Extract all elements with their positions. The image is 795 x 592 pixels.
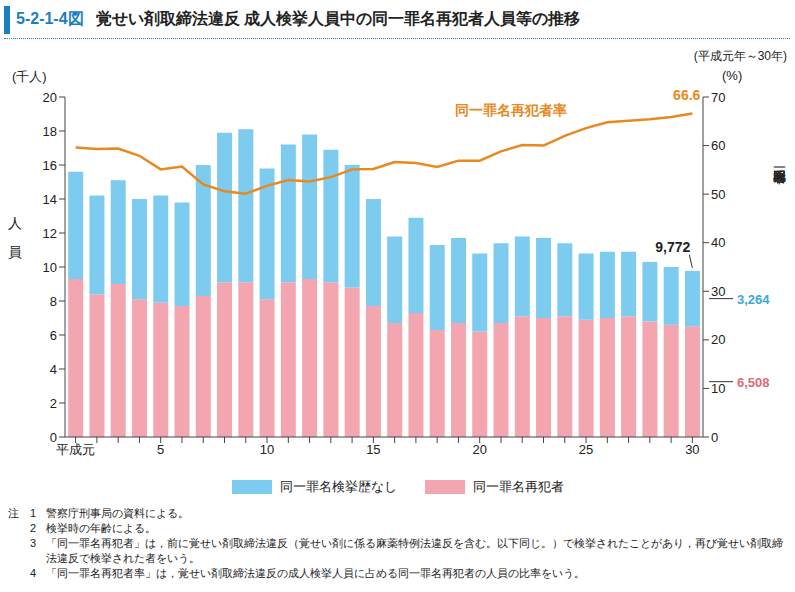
svg-text:20: 20 <box>472 442 486 457</box>
svg-text:6,508: 6,508 <box>737 375 770 390</box>
svg-text:18: 18 <box>43 124 57 139</box>
svg-text:6: 6 <box>50 328 57 343</box>
svg-text:50: 50 <box>711 187 725 202</box>
html-text:5-2-1-4図: 5-2-1-4図 <box>16 10 84 27</box>
html-text:覚せい剤取締法違反 成人検挙人員中の同一罪名再犯者人員等の推: 覚せい剤取締法違反 成人検挙人員中の同一罪名再犯者人員等の推移 <box>95 10 580 27</box>
svg-text:10: 10 <box>711 381 725 396</box>
html-text:警察庁刑事局の資料による。: 警察庁刑事局の資料による。 <box>46 507 189 519</box>
svg-text:70: 70 <box>711 90 725 105</box>
html-text:同一罪名検挙歴なし: 同一罪名検挙歴なし <box>279 479 397 494</box>
html-text:「同一罪名再犯者」は，前に覚せい剤取締法違反（覚せい剤に係る: 「同一罪名再犯者」は，前に覚せい剤取締法違反（覚せい剤に係る麻薬特例法違反を含む… <box>46 537 783 564</box>
svg-text:25: 25 <box>579 442 593 457</box>
html-text:1: 1 <box>30 507 37 519</box>
svg-text:8: 8 <box>50 294 57 309</box>
html-text:4: 4 <box>30 567 37 579</box>
svg-text:30: 30 <box>711 284 725 299</box>
svg-text:平成元: 平成元 <box>56 442 95 457</box>
svg-text:66.6: 66.6 <box>673 87 700 103</box>
html-text:同一罪名再犯者率: 同一罪名再犯者率 <box>455 102 567 118</box>
svg-text:10: 10 <box>260 442 274 457</box>
html-text:(平成元年～30年): (平成元年～30年) <box>693 49 787 63</box>
svg-text:5: 5 <box>157 442 164 457</box>
svg-text:14: 14 <box>43 192 57 207</box>
svg-text:40: 40 <box>711 235 725 250</box>
svg-text:0: 0 <box>50 430 57 445</box>
html-text:人員: 人員 <box>7 205 23 265</box>
html-text:2: 2 <box>30 522 37 534</box>
html-text:(千人): (千人) <box>12 69 47 84</box>
html-text:3: 3 <box>30 537 37 549</box>
svg-text:10: 10 <box>43 260 57 275</box>
svg-text:3,264: 3,264 <box>737 292 770 307</box>
svg-text:2: 2 <box>50 396 57 411</box>
html-text:注: 注 <box>8 507 19 519</box>
svg-text:30: 30 <box>685 442 699 457</box>
html-text:検挙時の年齢による。: 検挙時の年齢による。 <box>46 522 156 534</box>
svg-text:20: 20 <box>711 332 725 347</box>
svg-text:0: 0 <box>711 430 718 445</box>
svg-text:9,772: 9,772 <box>655 239 690 255</box>
svg-text:60: 60 <box>711 138 725 153</box>
html-text:同一罪名再犯者: 同一罪名再犯者 <box>472 479 564 494</box>
html-text:「同一罪名再犯者率」は，覚せい剤取締法違反の成人検挙人員に占: 「同一罪名再犯者率」は，覚せい剤取締法違反の成人検挙人員に占める同一罪名再犯者の… <box>46 567 585 579</box>
svg-text:4: 4 <box>50 362 57 377</box>
svg-text:16: 16 <box>43 158 57 173</box>
svg-text:20: 20 <box>43 90 57 105</box>
svg-text:12: 12 <box>43 226 57 241</box>
svg-text:15: 15 <box>366 442 380 457</box>
